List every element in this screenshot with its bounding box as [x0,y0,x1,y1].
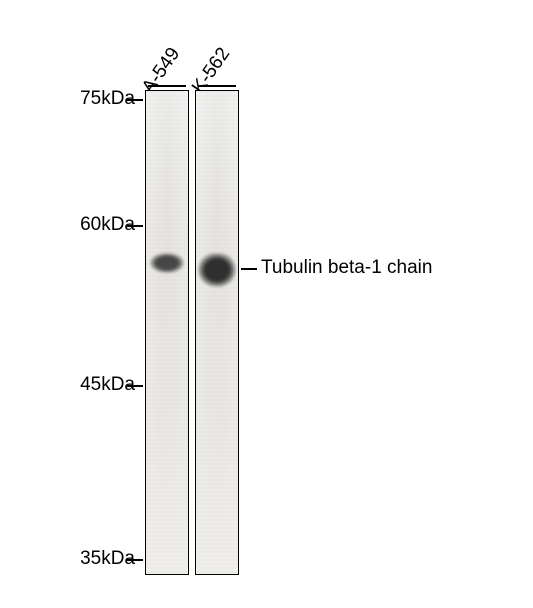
marker-tick [127,559,143,561]
lane-noise [196,91,238,574]
protein-label-tick [241,268,257,270]
band [150,253,184,273]
lane-container [145,90,239,575]
marker-tick [127,385,143,387]
lane-underline-1 [148,85,186,87]
protein-label: Tubulin beta-1 chain [261,257,432,279]
lane-k562 [195,90,239,575]
band [198,253,236,287]
marker-tick [127,99,143,101]
western-blot-figure: A-549 K-562 75kDa60kDa45kDa35kDaTubulin … [0,0,533,608]
lane-underline-2 [198,85,236,87]
marker-tick [127,225,143,227]
lane-a549 [145,90,189,575]
lane-noise [146,91,188,574]
